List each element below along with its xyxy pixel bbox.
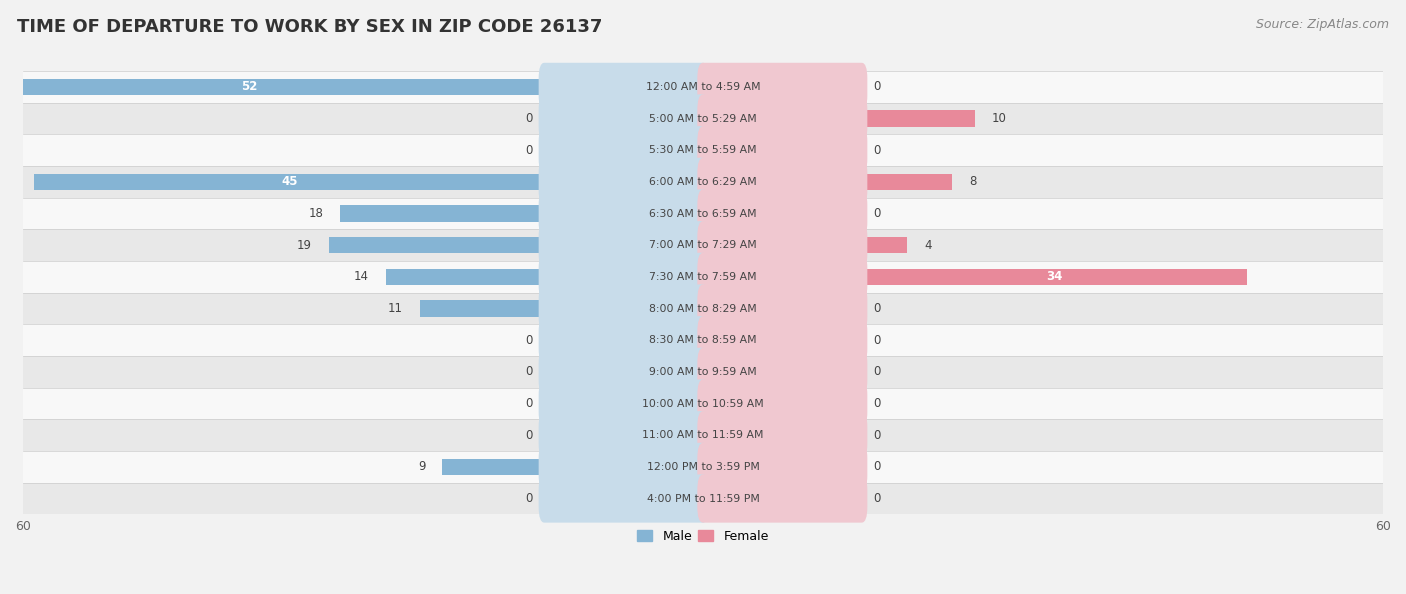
Bar bbox=[862, 268, 1247, 285]
Text: 0: 0 bbox=[526, 429, 533, 442]
Text: 0: 0 bbox=[526, 112, 533, 125]
Text: 19: 19 bbox=[297, 239, 312, 252]
Bar bbox=[22, 324, 1384, 356]
Legend: Male, Female: Male, Female bbox=[633, 525, 773, 548]
Bar bbox=[22, 419, 1384, 451]
FancyBboxPatch shape bbox=[697, 380, 868, 428]
Text: 6:30 AM to 6:59 AM: 6:30 AM to 6:59 AM bbox=[650, 208, 756, 219]
Text: 0: 0 bbox=[873, 144, 880, 157]
FancyBboxPatch shape bbox=[697, 285, 868, 333]
FancyBboxPatch shape bbox=[538, 348, 709, 396]
Bar bbox=[862, 173, 952, 190]
FancyBboxPatch shape bbox=[538, 475, 709, 523]
Text: 12:00 PM to 3:59 PM: 12:00 PM to 3:59 PM bbox=[647, 462, 759, 472]
Text: 0: 0 bbox=[526, 492, 533, 505]
Text: 0: 0 bbox=[873, 365, 880, 378]
FancyBboxPatch shape bbox=[697, 316, 868, 364]
Text: 14: 14 bbox=[354, 270, 368, 283]
Bar bbox=[34, 173, 544, 190]
Text: 10: 10 bbox=[993, 112, 1007, 125]
Bar bbox=[22, 483, 1384, 514]
FancyBboxPatch shape bbox=[538, 316, 709, 364]
FancyBboxPatch shape bbox=[697, 475, 868, 523]
Bar bbox=[22, 103, 1384, 134]
Bar bbox=[22, 229, 1384, 261]
Text: 0: 0 bbox=[526, 144, 533, 157]
Text: 6:00 AM to 6:29 AM: 6:00 AM to 6:29 AM bbox=[650, 177, 756, 187]
Bar bbox=[443, 459, 544, 475]
Text: 4: 4 bbox=[924, 239, 932, 252]
Bar bbox=[22, 293, 1384, 324]
Text: 0: 0 bbox=[526, 334, 533, 347]
Bar bbox=[22, 261, 1384, 293]
Text: 45: 45 bbox=[281, 175, 298, 188]
Bar bbox=[22, 451, 1384, 483]
Bar bbox=[329, 237, 544, 254]
Text: Source: ZipAtlas.com: Source: ZipAtlas.com bbox=[1256, 18, 1389, 31]
Bar bbox=[22, 388, 1384, 419]
FancyBboxPatch shape bbox=[538, 126, 709, 174]
Bar bbox=[22, 134, 1384, 166]
Bar bbox=[385, 268, 544, 285]
Text: TIME OF DEPARTURE TO WORK BY SEX IN ZIP CODE 26137: TIME OF DEPARTURE TO WORK BY SEX IN ZIP … bbox=[17, 18, 602, 36]
FancyBboxPatch shape bbox=[697, 221, 868, 269]
Text: 9:00 AM to 9:59 AM: 9:00 AM to 9:59 AM bbox=[650, 367, 756, 377]
Text: 11: 11 bbox=[388, 302, 402, 315]
Text: 0: 0 bbox=[873, 302, 880, 315]
FancyBboxPatch shape bbox=[697, 94, 868, 143]
FancyBboxPatch shape bbox=[538, 411, 709, 459]
FancyBboxPatch shape bbox=[538, 189, 709, 238]
Text: 8:00 AM to 8:29 AM: 8:00 AM to 8:29 AM bbox=[650, 304, 756, 314]
Text: 4:00 PM to 11:59 PM: 4:00 PM to 11:59 PM bbox=[647, 494, 759, 504]
Bar bbox=[862, 237, 907, 254]
Bar bbox=[22, 356, 1384, 388]
Text: 0: 0 bbox=[873, 397, 880, 410]
FancyBboxPatch shape bbox=[538, 63, 709, 111]
FancyBboxPatch shape bbox=[697, 253, 868, 301]
Text: 7:00 AM to 7:29 AM: 7:00 AM to 7:29 AM bbox=[650, 240, 756, 250]
Text: 52: 52 bbox=[242, 80, 257, 93]
Text: 0: 0 bbox=[873, 80, 880, 93]
Bar bbox=[419, 301, 544, 317]
FancyBboxPatch shape bbox=[538, 158, 709, 206]
Bar bbox=[862, 110, 974, 127]
Text: 8: 8 bbox=[969, 175, 977, 188]
Text: 0: 0 bbox=[873, 334, 880, 347]
FancyBboxPatch shape bbox=[538, 221, 709, 269]
Bar bbox=[22, 166, 1384, 198]
Bar bbox=[0, 78, 544, 95]
Text: 9: 9 bbox=[418, 460, 425, 473]
Text: 5:30 AM to 5:59 AM: 5:30 AM to 5:59 AM bbox=[650, 145, 756, 155]
FancyBboxPatch shape bbox=[538, 443, 709, 491]
Text: 0: 0 bbox=[526, 397, 533, 410]
Text: 5:00 AM to 5:29 AM: 5:00 AM to 5:29 AM bbox=[650, 113, 756, 124]
Text: 12:00 AM to 4:59 AM: 12:00 AM to 4:59 AM bbox=[645, 82, 761, 92]
Text: 0: 0 bbox=[873, 207, 880, 220]
FancyBboxPatch shape bbox=[538, 285, 709, 333]
FancyBboxPatch shape bbox=[697, 443, 868, 491]
FancyBboxPatch shape bbox=[697, 158, 868, 206]
Text: 0: 0 bbox=[873, 492, 880, 505]
Text: 0: 0 bbox=[873, 460, 880, 473]
Text: 7:30 AM to 7:59 AM: 7:30 AM to 7:59 AM bbox=[650, 272, 756, 282]
Bar bbox=[22, 71, 1384, 103]
Bar bbox=[22, 198, 1384, 229]
Text: 18: 18 bbox=[308, 207, 323, 220]
FancyBboxPatch shape bbox=[697, 126, 868, 174]
Text: 11:00 AM to 11:59 AM: 11:00 AM to 11:59 AM bbox=[643, 430, 763, 440]
Text: 0: 0 bbox=[873, 429, 880, 442]
FancyBboxPatch shape bbox=[538, 94, 709, 143]
FancyBboxPatch shape bbox=[538, 380, 709, 428]
FancyBboxPatch shape bbox=[697, 411, 868, 459]
FancyBboxPatch shape bbox=[697, 189, 868, 238]
Text: 10:00 AM to 10:59 AM: 10:00 AM to 10:59 AM bbox=[643, 399, 763, 409]
Bar bbox=[340, 206, 544, 222]
FancyBboxPatch shape bbox=[538, 253, 709, 301]
FancyBboxPatch shape bbox=[697, 348, 868, 396]
Text: 34: 34 bbox=[1046, 270, 1063, 283]
FancyBboxPatch shape bbox=[697, 63, 868, 111]
Text: 8:30 AM to 8:59 AM: 8:30 AM to 8:59 AM bbox=[650, 335, 756, 345]
Text: 0: 0 bbox=[526, 365, 533, 378]
